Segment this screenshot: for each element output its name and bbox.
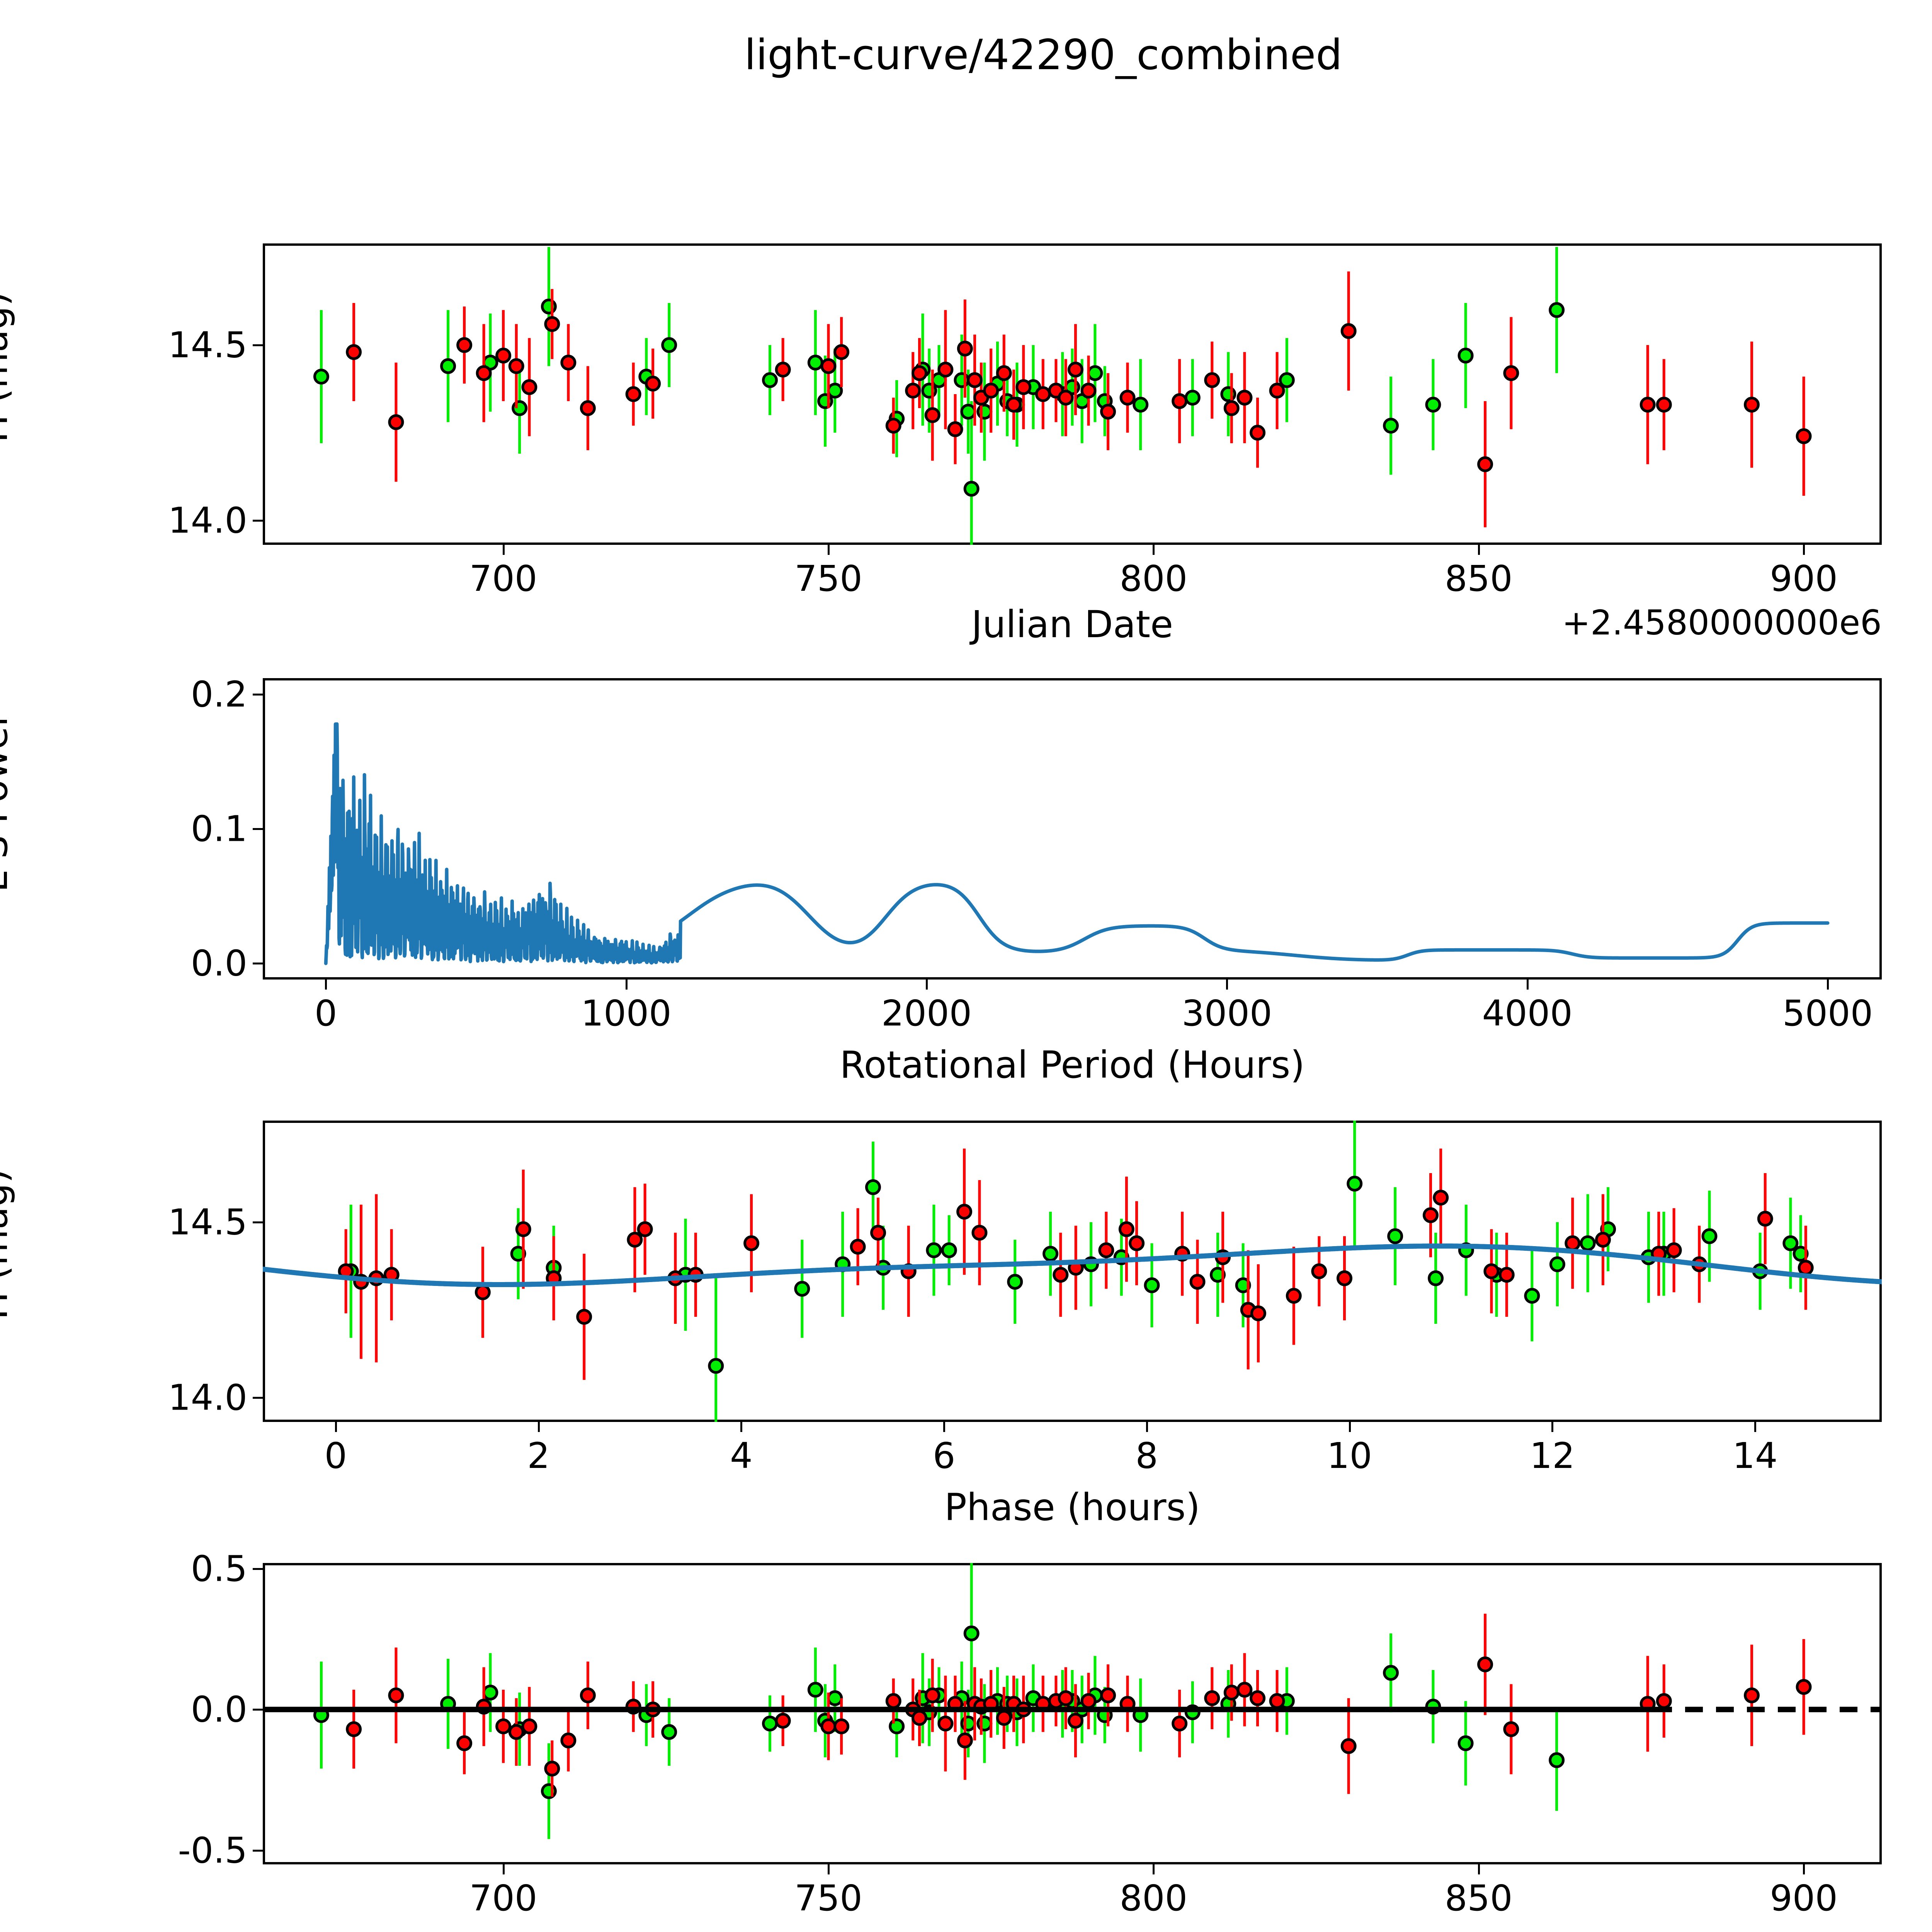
phase-x-tickmark [1754, 1422, 1757, 1432]
lightcurve-x-tick-label: 900 [1770, 558, 1838, 599]
phase-x-tick-label: 10 [1327, 1435, 1372, 1476]
residuals-y-tickmark [253, 1568, 263, 1570]
phase-y-tickmark [253, 1221, 263, 1224]
lightcurve-y-tickmark [253, 519, 263, 522]
periodogram-x-tick-label: 5000 [1782, 993, 1873, 1034]
periodogram-x-tickmark [925, 980, 928, 990]
periodogram-x-tickmark [1827, 980, 1829, 990]
periodogram-curve [324, 722, 1830, 965]
phase-x-tickmark [943, 1422, 946, 1432]
lightcurve-x-tick-label: 800 [1119, 558, 1188, 599]
lightcurve-y-axis-label: H (mag) [0, 291, 16, 443]
series-red-filter [346, 271, 1812, 527]
lightcurve-x-tickmark [1153, 545, 1155, 555]
phase-x-tick-label: 4 [730, 1435, 753, 1476]
residuals-x-offset-label: +2.4580000000e6 [1495, 1928, 1882, 1932]
panel-lightcurve [263, 243, 1882, 545]
periodogram-y-tickmark [253, 828, 263, 830]
periodogram-x-tick-label: 3000 [1182, 993, 1272, 1034]
residuals-x-tickmark [1478, 1864, 1480, 1874]
periodogram-y-tick-label: 0.2 [190, 673, 247, 715]
series-green-filter [313, 247, 1565, 545]
residuals-x-tick-label: 800 [1119, 1878, 1188, 1919]
phase-x-tick-label: 14 [1732, 1435, 1778, 1476]
periodogram-x-tickmark [625, 980, 628, 990]
periodogram-x-tick-label: 4000 [1482, 993, 1573, 1034]
phase-x-axis-label: Phase (hours) [944, 1486, 1200, 1529]
periodogram-y-tick-label: 0.0 [190, 942, 247, 984]
lightcurve-x-tick-label: 750 [794, 558, 862, 599]
phase-fit-curve [263, 1243, 1882, 1287]
periodogram-plot-area [324, 722, 1830, 965]
periodogram-x-axis-label: Rotational Period (Hours) [840, 1043, 1305, 1087]
lightcurve-x-tick-label: 850 [1444, 558, 1513, 599]
periodogram-x-tick-label: 0 [314, 993, 337, 1034]
phase-y-tick-label: 14.0 [168, 1377, 247, 1418]
residuals-x-tick-label: 700 [469, 1878, 537, 1919]
residuals-x-tickmark [502, 1864, 505, 1874]
residuals-y-tickmark [253, 1709, 263, 1711]
periodogram-y-tick-label: 0.1 [190, 808, 247, 850]
panel-phase [263, 1121, 1882, 1422]
lightcurve-x-offset-label: +2.4580000000e6 [1562, 603, 1882, 643]
phase-x-tick-label: 2 [527, 1435, 550, 1476]
lightcurve-x-tickmark [827, 545, 830, 555]
residuals-y-tick-label: 0.0 [190, 1689, 247, 1730]
lightcurve-x-tickmark [502, 545, 505, 555]
phase-x-tickmark [1551, 1422, 1554, 1432]
phase-x-tickmark [1146, 1422, 1148, 1432]
residuals-x-tickmark [827, 1864, 830, 1874]
phase-x-tickmark [335, 1422, 337, 1432]
residuals-x-tick-label: 850 [1444, 1878, 1513, 1919]
lightcurve-x-tickmark [1478, 545, 1480, 555]
phase-x-tick-label: 6 [932, 1435, 956, 1476]
residuals-x-tickmark [1153, 1864, 1155, 1874]
periodogram-x-tickmark [1526, 980, 1529, 990]
residuals-y-tick-label: -0.5 [178, 1830, 247, 1871]
residuals-x-tick-label: 750 [794, 1878, 862, 1919]
residuals-x-tickmark [1803, 1864, 1805, 1874]
residuals-y-tick-label: 0.5 [190, 1548, 247, 1590]
phase-x-tick-label: 8 [1135, 1435, 1158, 1476]
lightcurve-y-tick-label: 14.0 [168, 500, 247, 541]
phase-x-tick-label: 0 [324, 1435, 347, 1476]
residuals-x-tick-label: 900 [1770, 1878, 1838, 1919]
phase-x-tickmark [1349, 1422, 1351, 1432]
residuals-x-axis-label: Julian Date [971, 1928, 1173, 1932]
periodogram-y-tickmark [253, 693, 263, 696]
periodogram-x-tickmark [325, 980, 327, 990]
lightcurve-y-tick-label: 14.5 [168, 324, 247, 366]
panel-periodogram [263, 678, 1882, 980]
periodogram-x-tick-label: 2000 [881, 993, 972, 1034]
periodogram-x-tick-label: 1000 [581, 993, 672, 1034]
residuals-plot-area [263, 1563, 1882, 1839]
periodogram-y-tickmark [253, 963, 263, 965]
periodogram-x-tickmark [1226, 980, 1228, 990]
phase-x-tick-label: 12 [1529, 1435, 1575, 1476]
lightcurve-x-axis-label: Julian Date [971, 603, 1173, 646]
phase-y-axis-label: H (mag) [0, 1168, 16, 1320]
residuals-y-tickmark [253, 1849, 263, 1852]
phase-y-tick-label: 14.5 [168, 1201, 247, 1243]
phase-x-tickmark [537, 1422, 540, 1432]
phase-x-tickmark [740, 1422, 743, 1432]
phase-y-tickmark [253, 1396, 263, 1399]
figure-title: light-curve/42290_combined [744, 31, 1342, 79]
panel-residuals [263, 1563, 1882, 1864]
lightcurve-y-tickmark [253, 344, 263, 347]
lightcurve-plot-area [313, 247, 1812, 545]
lightcurve-x-tick-label: 700 [469, 558, 537, 599]
lightcurve-x-tickmark [1803, 545, 1805, 555]
phase-plot-area [263, 1121, 1882, 1422]
